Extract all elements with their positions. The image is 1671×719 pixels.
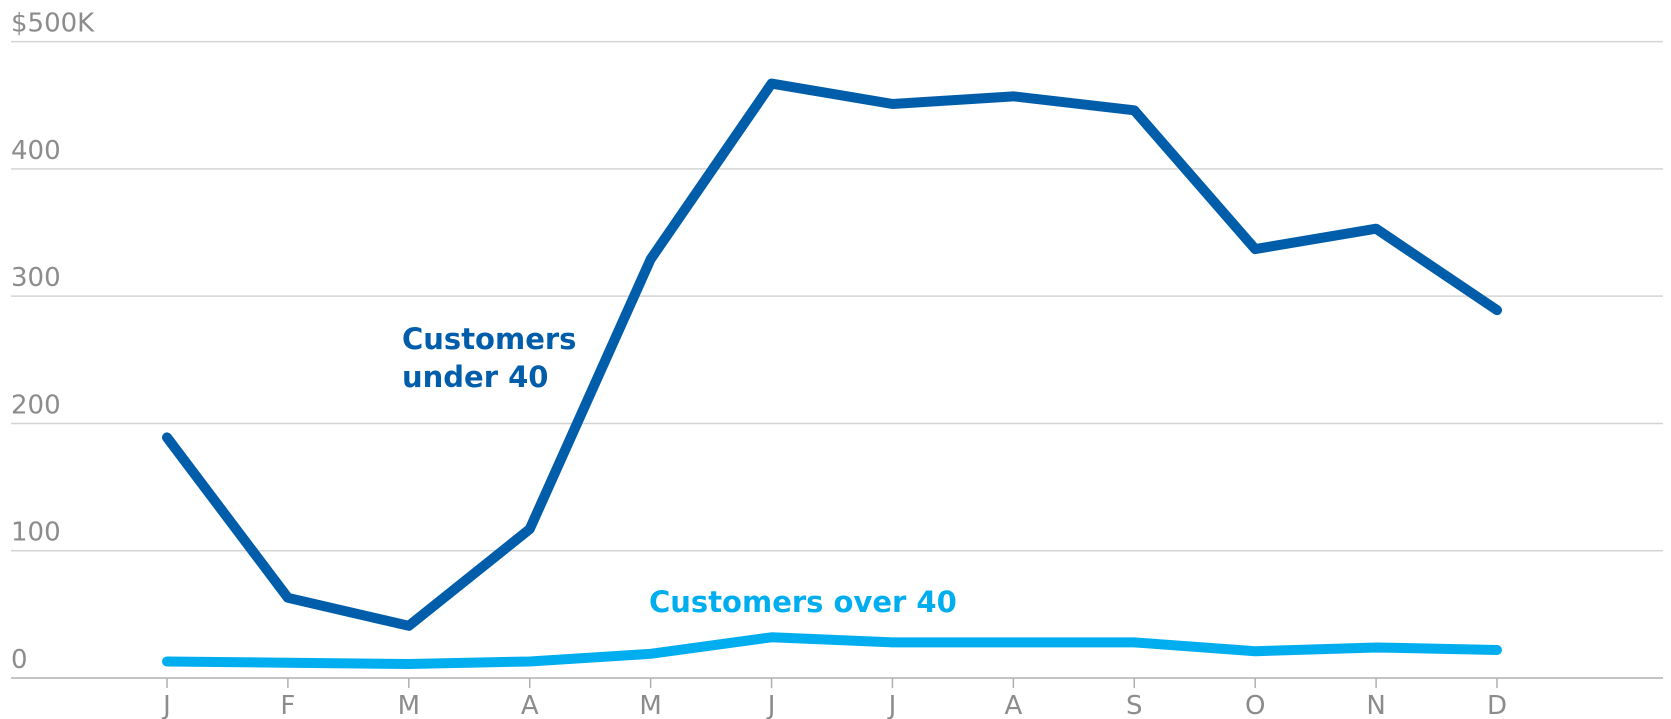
- y-tick-label: 400: [11, 136, 61, 166]
- y-tick-label: 0: [11, 645, 28, 675]
- y-tick-label: $500K: [11, 9, 95, 39]
- series-line: [162, 78, 1502, 631]
- x-tick-label: A: [1004, 691, 1022, 719]
- y-tick-label: 100: [11, 518, 61, 548]
- x-tick-label: D: [1487, 691, 1507, 719]
- x-tick-label: O: [1245, 691, 1265, 719]
- x-tick-label: F: [280, 691, 295, 719]
- y-tick-label: 300: [11, 263, 61, 293]
- series-line: [162, 632, 1502, 669]
- x-tick-label: J: [766, 691, 776, 719]
- x-tick-label: J: [887, 691, 897, 719]
- x-tick-label: M: [639, 691, 661, 719]
- x-tick-label: A: [521, 691, 539, 719]
- y-tick-label: 200: [11, 390, 61, 420]
- series-annotation: Customers under 40: [402, 322, 577, 394]
- x-tick-label: M: [398, 691, 420, 719]
- x-tick-label: J: [161, 691, 171, 719]
- x-tick-label: S: [1126, 691, 1143, 719]
- series-annotation: Customers over 40: [649, 585, 957, 619]
- x-tick-label: N: [1366, 691, 1385, 719]
